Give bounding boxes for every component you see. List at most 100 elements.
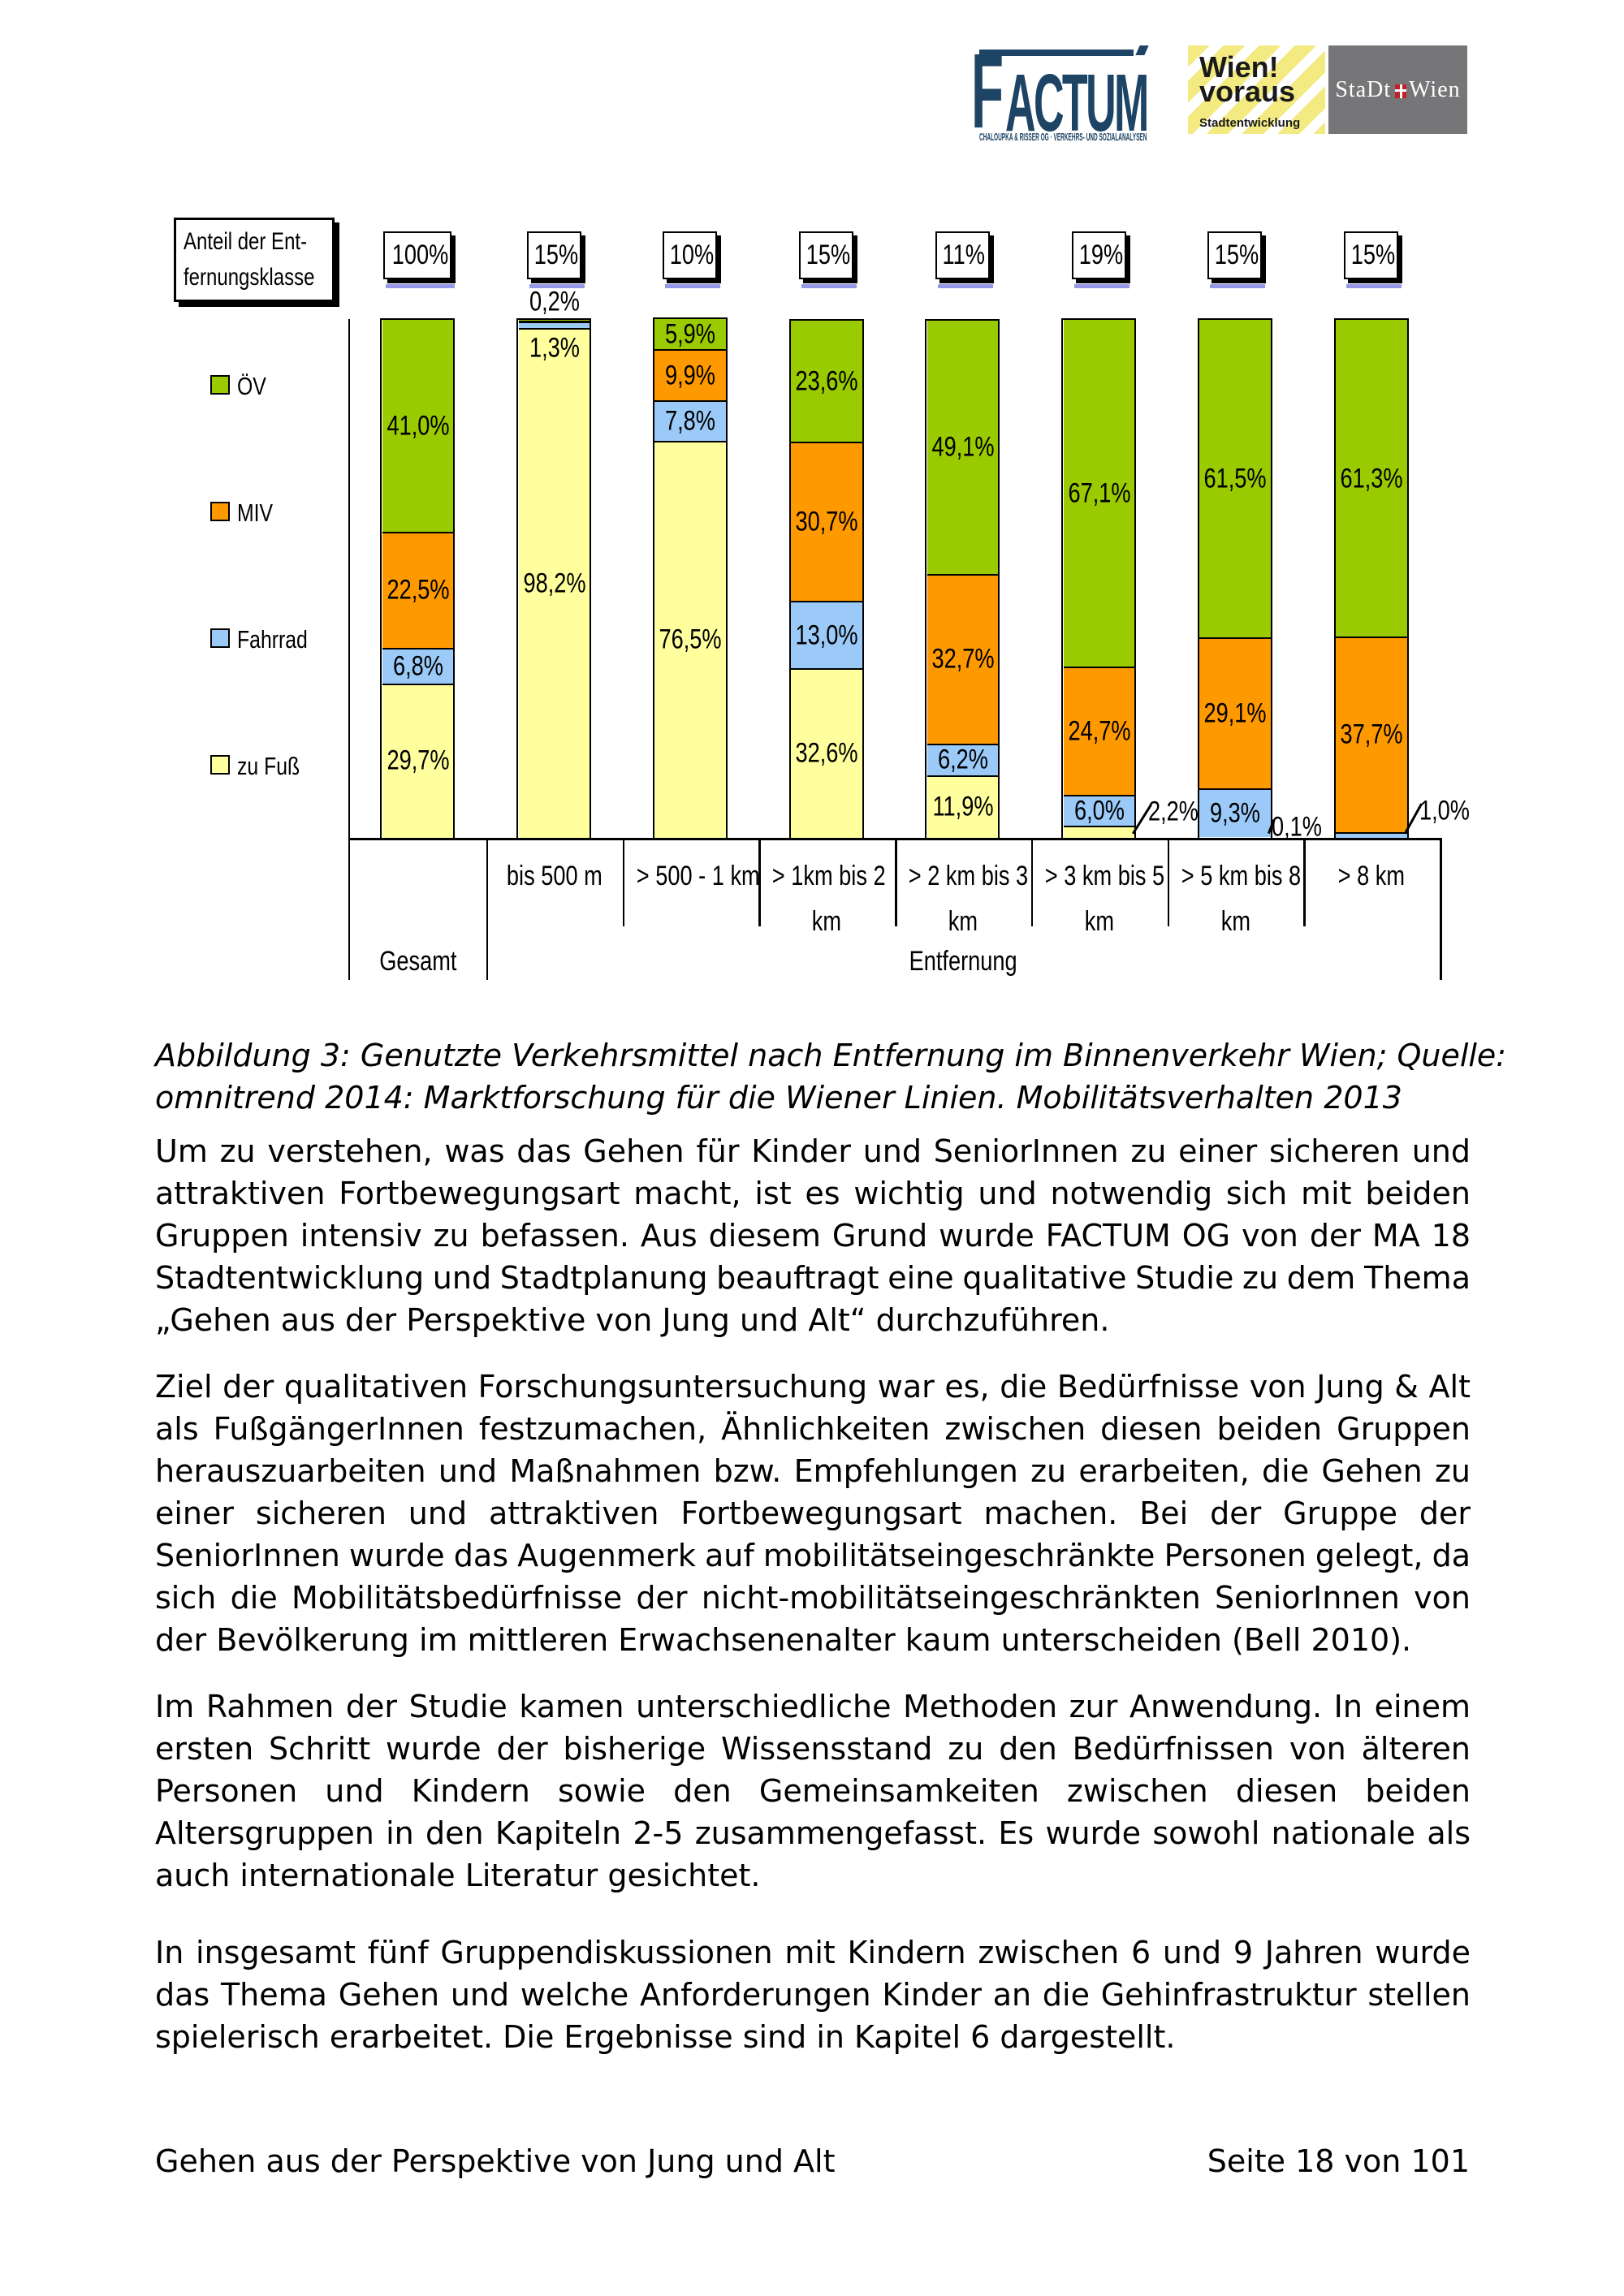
bar-segment-Fahrrad: [791, 602, 863, 669]
data-label: 98,2%: [523, 568, 586, 599]
share-box-value: 11%: [942, 240, 985, 270]
segment-divider: [654, 440, 727, 443]
category-separator: [758, 838, 761, 926]
bar-outline: [1061, 317, 1137, 839]
stadt-wien-logo: StaDt Wien: [1328, 45, 1467, 134]
category-separator: [895, 838, 897, 926]
chart-figure: Anteil der Ent-fernungsklasse ÖV MIV Fahrra…: [0, 0, 1624, 1023]
bar-segment-MIV: [1199, 638, 1272, 789]
data-label: 24,7%: [1068, 715, 1131, 747]
bar-segment-zu Fuß: [382, 684, 454, 838]
segment-divider: [926, 743, 999, 746]
category-separator: [1303, 838, 1306, 926]
data-label: 9,3%: [1210, 797, 1261, 829]
category-label-line: km: [948, 906, 978, 937]
segment-divider: [518, 327, 590, 330]
stadt-wien-part1: StaDt: [1335, 77, 1392, 102]
data-label: 6,8%: [392, 650, 443, 682]
legend-label: zu Fuß: [237, 752, 300, 780]
data-label: 29,1%: [1203, 697, 1267, 729]
data-label: 23,6%: [795, 365, 858, 397]
data-label: 0,1%: [1271, 811, 1322, 843]
wien-voraus-subtitle: Stadtentwicklung: [1199, 116, 1301, 130]
bar-segment-MIV: [1336, 637, 1408, 833]
segment-divider: [791, 441, 863, 444]
bar-segment-zu Fuß: [654, 442, 727, 838]
category-label-line: km: [1084, 906, 1114, 937]
legend-item: Fahrrad: [210, 625, 332, 654]
data-label: 49,1%: [931, 431, 995, 463]
share-box: 19%: [1071, 231, 1126, 279]
figure-caption-line2: omnitrend 2014: Marktforschung für die W…: [155, 1080, 1402, 1116]
bar-segment-Fahrrad: [382, 649, 454, 684]
body-text-line: Ziel der qualitativen Forschungsuntersuc…: [155, 1369, 1471, 1405]
bar-outline: [788, 318, 864, 839]
segment-divider: [654, 348, 727, 352]
category-separator: [1167, 838, 1169, 926]
segment-divider: [1063, 666, 1135, 669]
share-box: 100%: [383, 231, 452, 279]
data-label: 37,7%: [1340, 719, 1403, 750]
paragraph-1: Um zu verstehen, was das Gehen für Kinde…: [155, 1130, 1471, 1341]
bar-segment-ÖV: [1063, 320, 1135, 667]
share-box-underline: [386, 284, 456, 288]
category-label: > 8 km: [1317, 853, 1426, 899]
data-label: 7,8%: [665, 405, 716, 437]
body-text-line: In insgesamt fünf Gruppendiskussionen mi…: [155, 1935, 1471, 1970]
body-text-line: Im Rahmen der Studie kamen unterschiedli…: [155, 1689, 1471, 1724]
footer-page-number: Seite 18 von 101: [1207, 2143, 1470, 2179]
category-label-line: > 8 km: [1337, 861, 1406, 891]
legend-item: ÖV: [210, 372, 332, 400]
legend-title-line: fernungsklasse: [184, 264, 315, 291]
body-text-line: als FußgängerInnen festzumachen, Ähnlich…: [155, 1411, 1471, 1447]
category-label-line: > 1km bis 2: [772, 861, 886, 891]
legend-title-box: Anteil der Ent-fernungsklasse: [174, 218, 335, 302]
bar-segment-ÖV: [926, 321, 999, 575]
bar-segment-zu Fuß: [791, 669, 863, 838]
share-box-value: 15%: [1350, 240, 1396, 270]
share-box-value: 100%: [392, 240, 449, 270]
segment-divider: [382, 647, 454, 650]
body-text-line: ersten Schritt wurde der bisherige Wisse…: [155, 1731, 1471, 1767]
group-label-gesamt: Gesamt: [379, 946, 457, 977]
category-label: > 2 km bis 3 km: [908, 853, 1029, 944]
share-box-underline: [937, 284, 993, 288]
category-label: > 3 km bis 5 km: [1045, 853, 1164, 944]
share-box: 11%: [935, 231, 990, 279]
body-text-line: das Thema Gehen und welche Anforderungen…: [155, 1977, 1471, 2013]
legend-swatch-zu Fuß: [210, 755, 230, 775]
factum-logo: F ACTUM CHALOUPKA & RISSER OG · VERKEHRS…: [971, 37, 1151, 144]
bar-segment-ÖV: [654, 319, 727, 350]
segment-divider: [1336, 831, 1408, 835]
legend-item: MIV: [210, 498, 332, 527]
data-label: 11,9%: [932, 791, 994, 822]
bar-segment-Fahrrad: [654, 401, 727, 442]
bar-outline: [380, 317, 456, 839]
data-label: 32,7%: [931, 643, 995, 675]
category-label-line: > 2 km bis 3: [908, 861, 1029, 891]
paragraph-4: In insgesamt fünf Gruppendiskussionen mi…: [155, 1931, 1471, 2058]
share-box-underline: [1073, 284, 1129, 288]
legend-label: MIV: [237, 498, 274, 527]
legend-label: Fahrrad: [237, 625, 308, 654]
bar-outline: [1333, 317, 1409, 839]
data-label: 29,7%: [387, 744, 450, 776]
segment-divider: [926, 573, 999, 576]
footer-title: Gehen aus der Perspektive von Jung und A…: [155, 2143, 836, 2179]
body-text-line: SeniorInnen wurde das Augenmerk auf mobi…: [155, 1538, 1471, 1573]
data-label: 41,0%: [387, 410, 450, 442]
body-text-line: Gruppen intensiv zu befassen. Aus diesem…: [155, 1218, 1471, 1254]
bar-outline: [1197, 317, 1272, 839]
share-box: 15%: [1344, 231, 1399, 279]
data-label: 32,6%: [795, 737, 858, 769]
body-text-line: spielerisch erarbeitet. Die Ergebnisse s…: [155, 2019, 1176, 2055]
share-box-underline: [1346, 284, 1402, 288]
bar-segment-Fahrrad: [926, 744, 999, 776]
data-label: 61,3%: [1340, 463, 1403, 494]
segment-divider: [791, 600, 863, 603]
share-box-value: 19%: [1078, 240, 1123, 270]
share-box: 15%: [1207, 231, 1263, 279]
wien-voraus-line1: Wien!: [1199, 50, 1279, 84]
body-text-line: attraktiven Fortbewegungsart macht, ist …: [155, 1176, 1471, 1211]
share-box: 15%: [799, 231, 854, 279]
